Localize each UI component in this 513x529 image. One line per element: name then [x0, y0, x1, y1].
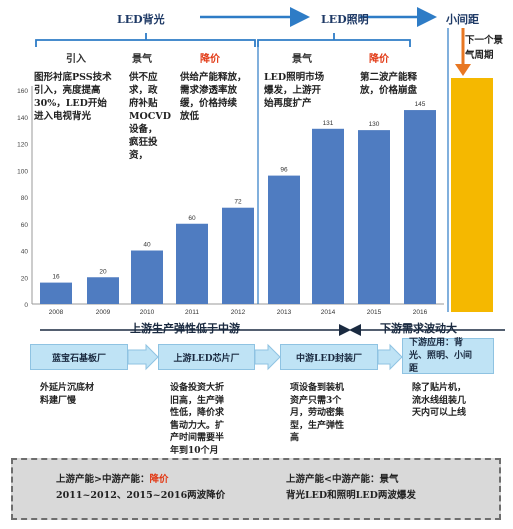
y-tick-label: 40 [21, 249, 29, 256]
flow-box-package: 中游LED封装厂 [280, 344, 378, 370]
flow-arrow-2 [254, 343, 281, 371]
bar-2008 [40, 282, 72, 304]
phase-lighting: LED照明 [321, 13, 369, 26]
y-tick-label: 120 [17, 142, 28, 149]
x-tick-2011: 2011 [185, 309, 199, 316]
note-package: 项设备到装机 资产只需3个 月，劳动密集 型，生产弹性高 [290, 383, 345, 443]
brace-backlight [35, 33, 256, 47]
data-label-2008: 16 [52, 274, 60, 281]
flow-arrow-3 [377, 343, 403, 371]
bar-2015 [358, 130, 390, 304]
data-label-2015: 130 [369, 121, 380, 128]
data-label-2011: 60 [188, 215, 196, 222]
note-chip: 设备投资大折 旧高，生产弹 性低，降价求 售动力大。扩 产时间需要半 年到10个月 [170, 383, 225, 456]
summary-line-4: 背光LED和照明LED两波爆发 [286, 490, 416, 501]
data-label-2013: 96 [280, 167, 288, 174]
data-label-2012: 72 [234, 199, 242, 206]
flow-box-chip: 上游LED芯片厂 [158, 344, 255, 370]
y-tick-label: 140 [17, 115, 28, 122]
summary-line-3: 上游产能<中游产能：景气 [286, 474, 399, 485]
phase-timeline [35, 7, 437, 47]
bar-2014 [312, 128, 344, 304]
data-label-2009: 20 [99, 268, 107, 275]
stage-boom-2: 景气 [292, 54, 312, 65]
stage-price-cut-2: 降价 [369, 54, 389, 65]
flow-arrow-1 [127, 343, 159, 371]
x-tick-2009: 2009 [96, 309, 111, 316]
stage-price-cut-1: 降价 [200, 54, 220, 65]
x-tick-2010: 2010 [140, 309, 155, 316]
flow-arrows [127, 343, 403, 371]
next-cycle-bar [451, 78, 493, 312]
y-tick-label: 160 [17, 88, 28, 95]
bar-2012 [222, 207, 254, 304]
flow-box-sapphire: 蓝宝石基板厂 [30, 344, 128, 370]
flow-box-downstream: 下游应用：背 光、照明、小间距 [402, 338, 494, 374]
bar-2016 [404, 110, 436, 304]
desc-price-cut-1: 供给产能释放， 需求渗透率放 缓，价格持续 放低 [180, 72, 247, 122]
summary-box [11, 458, 501, 520]
bar-2009 [87, 277, 119, 304]
summary-line-2: 2011~2012、2015~2016两波降价 [56, 490, 226, 501]
note-downstream: 除了贴片机， 流水线组装几 天内可以上线 [412, 383, 467, 418]
y-tick-label: 80 [21, 195, 29, 202]
x-tick-2016: 2016 [413, 309, 428, 316]
stage-boom-1: 景气 [132, 54, 152, 65]
lag-label-right: 下游需求波动大 [380, 322, 457, 335]
x-tick-2015: 2015 [367, 309, 382, 316]
y-tick-label: 20 [21, 275, 29, 282]
bar-2010 [131, 250, 163, 304]
bar-2013 [268, 175, 300, 304]
phase-backlight: LED背光 [117, 13, 165, 26]
y-tick-label: 100 [17, 168, 28, 175]
bar-2011 [176, 223, 208, 304]
bar-chart: 0 20 40 60 80 100 120 140 160 16 2008 20 2009 40 2010 6… [17, 28, 493, 316]
lag-arrows [40, 324, 505, 336]
desc-next-cycle: 下一个景 气周期 [465, 35, 504, 61]
note-sapphire: 外延片沉底材 料建厂慢 [40, 383, 95, 406]
lag-label-left: 上游生产弹性低于中游 [130, 322, 240, 335]
desc-intro: 图形衬底PSS技术 引入，亮度提高 30%，LED开始 进入电视背光 [34, 72, 112, 122]
desc-boom-2: LED照明市场 爆发，上游开 始再度扩产 [264, 72, 325, 109]
data-label-2010: 40 [143, 242, 151, 249]
x-tick-2008: 2008 [49, 309, 64, 316]
summary-line-1: 上游产能>中游产能：降价 [56, 474, 169, 485]
desc-price-cut-2: 第二波产能释 放，价格崩盘 [360, 72, 418, 96]
stage-intro: 引入 [66, 54, 86, 65]
phase-small-pitch: 小间距 [446, 13, 479, 26]
x-tick-2013: 2013 [277, 309, 292, 316]
x-tick-2012: 2012 [231, 309, 246, 316]
data-label-2014: 131 [323, 120, 334, 127]
data-label-2016: 145 [415, 101, 426, 108]
next-cycle-arrow-head [455, 64, 471, 76]
brace-lighting [257, 33, 411, 47]
y-tick-label: 0 [24, 302, 28, 309]
x-tick-2014: 2014 [321, 309, 336, 316]
y-tick-label: 60 [21, 222, 29, 229]
desc-boom-1: 供不应 求，政 府补贴 MOCVD 设备， 疯狂投 资， [129, 72, 171, 161]
